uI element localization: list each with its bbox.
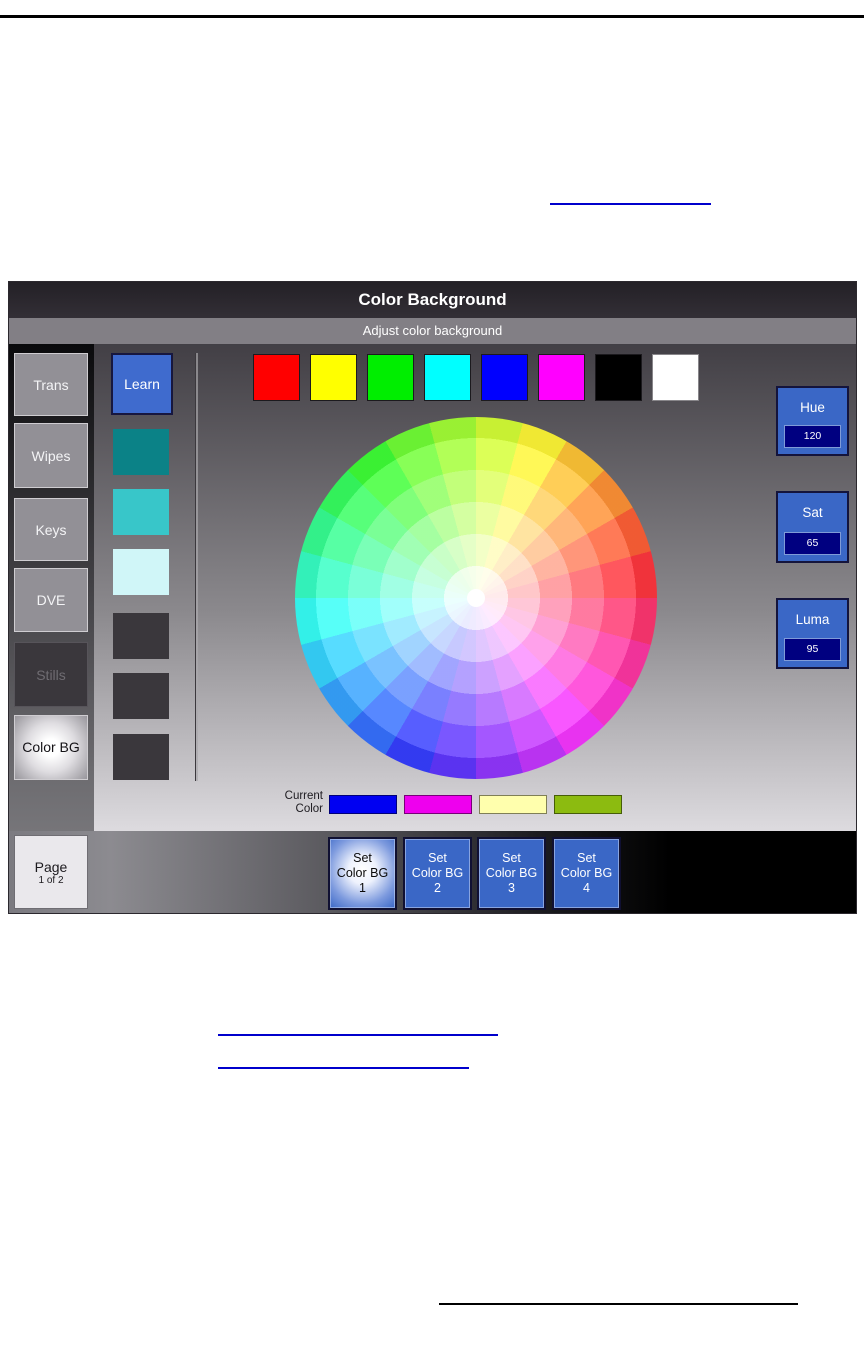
panel-subtitle: Adjust color background: [9, 318, 856, 344]
current-color-bar-1: [329, 795, 397, 814]
set-2-line1: Set: [428, 851, 447, 865]
quick-color-yellow[interactable]: [310, 354, 357, 401]
panel-title: Color Background: [9, 282, 856, 318]
set-2-line2: Color BG: [411, 866, 464, 880]
set-color-bg-4-button[interactable]: Set Color BG 4: [552, 837, 621, 910]
current-color-label: Current Color: [237, 790, 323, 816]
wheel-selection-dot: [467, 589, 485, 607]
hue-label: Hue: [800, 400, 825, 415]
sidebar-item-color-bg[interactable]: Color BG: [14, 715, 88, 780]
vertical-divider: [196, 353, 198, 781]
quick-color-blue[interactable]: [481, 354, 528, 401]
set-4-line3: 4: [583, 881, 590, 895]
sidebar-item-stills: Stills: [14, 642, 88, 707]
set-3-line3: 3: [508, 881, 515, 895]
luma-value: 95: [784, 638, 841, 661]
color-background-panel: Color Background Adjust color background…: [8, 281, 857, 914]
preset-swatch-3[interactable]: [113, 549, 169, 595]
set-4-line2: Color BG: [560, 866, 613, 880]
set-4-line1: Set: [577, 851, 596, 865]
hyperlink-underline[interactable]: [218, 1034, 498, 1036]
sat-value: 65: [784, 532, 841, 555]
quick-color-white[interactable]: [652, 354, 699, 401]
hyperlink-underline[interactable]: [550, 203, 711, 205]
hyperlink-underline[interactable]: [218, 1067, 469, 1069]
current-color-bar-3: [479, 795, 547, 814]
hue-value: 120: [784, 425, 841, 448]
sidebar-item-trans[interactable]: Trans: [14, 353, 88, 416]
page-button-label: Page: [34, 858, 68, 875]
sidebar-item-dve[interactable]: DVE: [14, 568, 88, 632]
current-color-label-line2: Color: [295, 803, 323, 815]
set-color-bg-2-button[interactable]: Set Color BG 2: [403, 837, 472, 910]
quick-color-green[interactable]: [367, 354, 414, 401]
current-color-bar-2: [404, 795, 472, 814]
set-1-line2: Color BG: [336, 866, 389, 880]
current-color-label-line1: Current: [284, 790, 323, 802]
preset-swatch-6[interactable]: [113, 734, 169, 780]
sat-button[interactable]: Sat 65: [776, 491, 849, 563]
hue-button[interactable]: Hue 120: [776, 386, 849, 456]
set-color-bg-3-button[interactable]: Set Color BG 3: [477, 837, 546, 910]
set-color-bg-1-button[interactable]: Set Color BG 1: [328, 837, 397, 910]
learn-button[interactable]: Learn: [111, 353, 173, 415]
luma-label: Luma: [795, 612, 830, 627]
set-2-line3: 2: [434, 881, 441, 895]
page-button-count: 1 of 2: [38, 874, 64, 886]
set-3-line2: Color BG: [485, 866, 538, 880]
quick-color-cyan[interactable]: [424, 354, 471, 401]
set-1-line3: 1: [359, 881, 366, 895]
page-top-rule: [0, 15, 864, 18]
quick-color-black[interactable]: [595, 354, 642, 401]
sidebar-item-wipes[interactable]: Wipes: [14, 423, 88, 488]
sat-label: Sat: [802, 505, 823, 520]
luma-button[interactable]: Luma 95: [776, 598, 849, 669]
preset-swatch-5[interactable]: [113, 673, 169, 719]
sidebar-item-keys[interactable]: Keys: [14, 498, 88, 561]
quick-color-red[interactable]: [253, 354, 300, 401]
current-color-bar-4: [554, 795, 622, 814]
page-button[interactable]: Page 1 of 2: [14, 835, 88, 909]
set-1-line1: Set: [353, 851, 372, 865]
preset-swatch-2[interactable]: [113, 489, 169, 535]
footnote-rule: [439, 1303, 798, 1305]
preset-swatch-1[interactable]: [113, 429, 169, 475]
quick-color-magenta[interactable]: [538, 354, 585, 401]
preset-swatch-4[interactable]: [113, 613, 169, 659]
set-3-line1: Set: [502, 851, 521, 865]
